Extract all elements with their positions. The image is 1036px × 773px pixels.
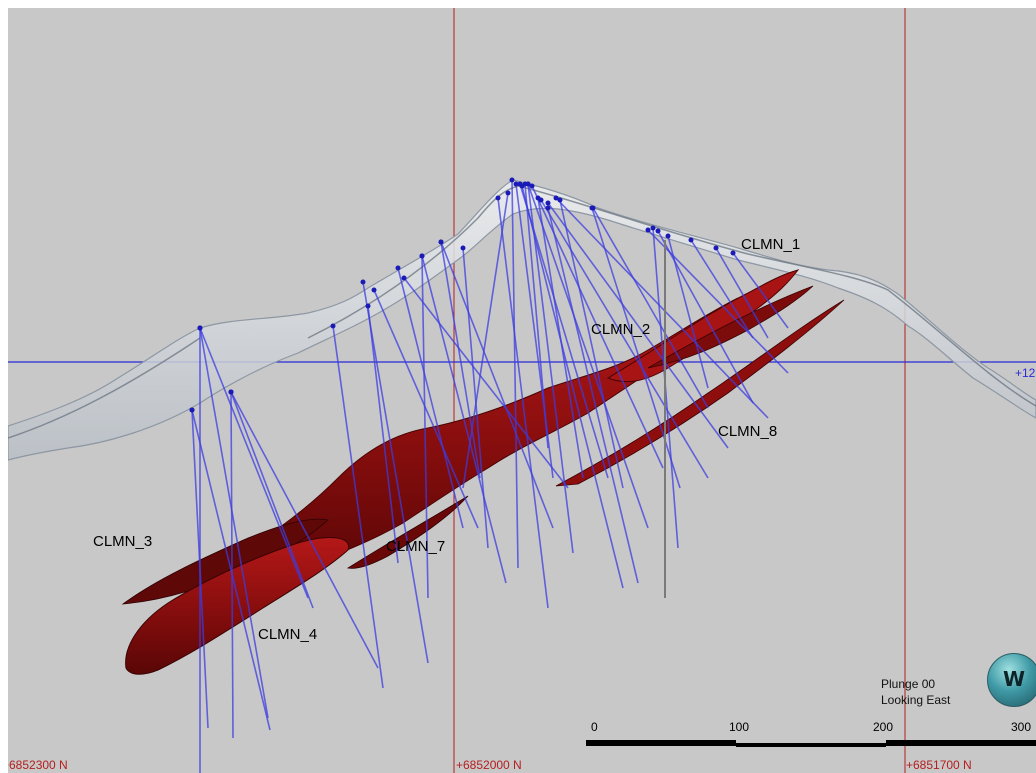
scale-bar: 0 100 200 300 bbox=[586, 720, 1036, 750]
drillhole-trace bbox=[690, 239, 754, 339]
drillhole-trace bbox=[555, 197, 769, 419]
ore-label-clmn-1: CLMN_1 bbox=[741, 236, 801, 253]
drillhole-collar bbox=[197, 325, 203, 331]
drillhole-collar bbox=[419, 253, 425, 259]
scale-bar-segment bbox=[886, 740, 1036, 746]
drillhole-trace bbox=[511, 179, 519, 569]
drillhole-collar bbox=[557, 197, 563, 203]
elevation-label: +12 bbox=[1015, 366, 1036, 380]
drillhole-collar bbox=[509, 177, 515, 183]
ore-body-clmn-7-branch bbox=[346, 495, 469, 569]
drillhole-trace bbox=[191, 409, 209, 729]
drillhole-collar bbox=[538, 197, 544, 203]
drillhole-collar bbox=[438, 239, 444, 245]
drillhole-collar bbox=[730, 250, 736, 256]
drillhole-trace bbox=[199, 327, 309, 599]
northing-label: +6852000 N bbox=[456, 758, 522, 772]
scale-bar-segment bbox=[736, 743, 886, 747]
drillhole-trace bbox=[230, 391, 314, 609]
looking-direction-text: Looking East bbox=[881, 693, 951, 707]
drillhole-collar bbox=[545, 205, 551, 211]
plunge-text: Plunge 00 bbox=[881, 677, 936, 691]
drillhole-collar bbox=[650, 225, 656, 231]
drillhole-collar bbox=[505, 190, 511, 196]
drillhole-collar bbox=[688, 237, 694, 243]
drillhole-trace bbox=[230, 391, 379, 669]
drillhole-collar bbox=[228, 389, 234, 395]
drillhole-collar bbox=[645, 227, 651, 233]
northing-label: +6851700 N bbox=[906, 758, 972, 772]
drillhole-trace bbox=[421, 255, 429, 599]
drillhole-trace bbox=[497, 197, 549, 609]
drillhole-trace bbox=[397, 267, 464, 529]
compass-icon[interactable]: W bbox=[987, 653, 1036, 707]
drillhole-collar bbox=[713, 245, 719, 251]
drillhole-trace bbox=[332, 325, 384, 689]
drillhole-trace bbox=[540, 199, 709, 479]
drillhole-trace bbox=[440, 241, 481, 479]
drillhole-trace bbox=[199, 327, 269, 719]
drillhole-trace bbox=[421, 255, 507, 584]
drillhole-trace bbox=[537, 197, 584, 479]
drillhole-collar bbox=[553, 195, 559, 201]
drillhole-trace bbox=[403, 277, 569, 489]
drillhole-collar bbox=[665, 233, 671, 239]
drillhole-trace bbox=[524, 183, 549, 449]
drillhole-collar bbox=[495, 195, 501, 201]
ore-label-clmn-4: CLMN_4 bbox=[258, 626, 318, 643]
drillhole-trace bbox=[367, 305, 399, 564]
drillhole-trace bbox=[732, 252, 789, 329]
drillhole-trace bbox=[230, 391, 234, 739]
drillhole-trace bbox=[547, 207, 639, 584]
drillhole-collar bbox=[360, 279, 366, 285]
drillhole-collar bbox=[330, 323, 336, 329]
drillhole-trace bbox=[592, 207, 709, 409]
drillhole-trace bbox=[373, 289, 479, 529]
ore-body-clmn-1 bbox=[606, 269, 800, 383]
ore-label-clmn-3: CLMN_3 bbox=[93, 533, 153, 550]
scale-tick: 0 bbox=[591, 720, 598, 734]
ore-body-clmn-4 bbox=[125, 537, 350, 675]
drillhole-collar bbox=[189, 407, 195, 413]
drillhole-collar bbox=[395, 265, 401, 271]
drillhole-collar bbox=[460, 245, 466, 251]
drillhole-collar bbox=[655, 228, 661, 234]
drillhole-trace bbox=[667, 235, 709, 389]
drillhole-trace bbox=[715, 247, 769, 339]
section-scene bbox=[8, 8, 1036, 773]
drillhole-trace bbox=[527, 183, 574, 554]
drillhole-trace bbox=[362, 281, 429, 664]
view-orientation: Plunge 00 Looking East bbox=[881, 676, 950, 708]
drillhole-collar bbox=[529, 183, 535, 189]
topography-surface bbox=[8, 179, 1036, 461]
drillhole-trace bbox=[440, 241, 554, 529]
drillhole-collar bbox=[365, 303, 371, 309]
3d-viewport[interactable]: CLMN_1 CLMN_2 CLMN_8 CLMN_3 CLMN_7 CLMN_… bbox=[8, 8, 1036, 773]
ore-label-clmn-2: CLMN_2 bbox=[591, 321, 651, 338]
drillhole-traces bbox=[189, 177, 789, 773]
compass-letter: W bbox=[1002, 667, 1026, 691]
scale-tick: 300 bbox=[1011, 720, 1032, 734]
drillhole-collar bbox=[513, 181, 519, 187]
drillhole-trace bbox=[462, 247, 489, 549]
northing-label: +6852300 N bbox=[8, 758, 68, 772]
drillhole-trace bbox=[559, 199, 624, 489]
scale-tick: 200 bbox=[873, 720, 894, 734]
drillhole-collar bbox=[371, 287, 377, 293]
drillhole-trace bbox=[521, 185, 624, 589]
drillhole-collar bbox=[545, 200, 551, 206]
drillhole-trace bbox=[527, 183, 649, 529]
ore-label-clmn-7: CLMN_7 bbox=[386, 538, 446, 555]
ore-label-clmn-8: CLMN_8 bbox=[718, 423, 778, 440]
scale-tick: 100 bbox=[729, 720, 750, 734]
drillhole-collar bbox=[401, 275, 407, 281]
scale-bar-segment bbox=[586, 740, 736, 746]
drillhole-collar bbox=[525, 181, 531, 187]
drillhole-trace bbox=[191, 409, 271, 731]
drillhole-collar bbox=[590, 205, 596, 211]
drillhole-trace bbox=[462, 192, 509, 489]
drillhole-trace bbox=[547, 202, 729, 449]
